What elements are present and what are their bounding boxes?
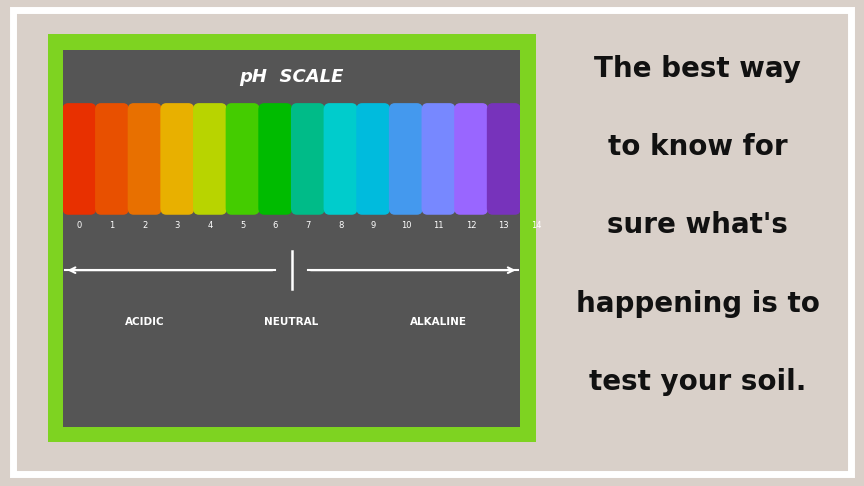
FancyBboxPatch shape xyxy=(193,103,227,215)
FancyBboxPatch shape xyxy=(128,103,162,215)
Text: 8: 8 xyxy=(338,221,343,230)
Text: 14: 14 xyxy=(531,221,542,230)
Text: 9: 9 xyxy=(371,221,376,230)
Text: ACIDIC: ACIDIC xyxy=(125,317,164,328)
Text: 7: 7 xyxy=(305,221,311,230)
Bar xyxy=(48,34,536,442)
FancyBboxPatch shape xyxy=(226,103,259,215)
Text: pH  SCALE: pH SCALE xyxy=(239,69,344,87)
Text: 12: 12 xyxy=(466,221,476,230)
Text: to know for: to know for xyxy=(608,133,787,161)
Text: 10: 10 xyxy=(401,221,411,230)
Text: 5: 5 xyxy=(240,221,245,230)
FancyBboxPatch shape xyxy=(62,103,97,215)
FancyBboxPatch shape xyxy=(324,103,358,215)
FancyBboxPatch shape xyxy=(389,103,422,215)
Text: The best way: The best way xyxy=(594,55,801,83)
Text: 6: 6 xyxy=(272,221,278,230)
FancyBboxPatch shape xyxy=(454,103,488,215)
FancyBboxPatch shape xyxy=(161,103,194,215)
Bar xyxy=(63,50,520,427)
Text: test your soil.: test your soil. xyxy=(589,368,806,396)
FancyBboxPatch shape xyxy=(356,103,391,215)
Text: 11: 11 xyxy=(433,221,444,230)
Text: 13: 13 xyxy=(499,221,509,230)
Text: 2: 2 xyxy=(142,221,148,230)
FancyBboxPatch shape xyxy=(258,103,292,215)
FancyBboxPatch shape xyxy=(422,103,455,215)
Text: NEUTRAL: NEUTRAL xyxy=(264,317,319,328)
Text: 3: 3 xyxy=(175,221,180,230)
Text: happening is to: happening is to xyxy=(575,290,820,317)
Text: ALKALINE: ALKALINE xyxy=(410,317,467,328)
Text: sure what's: sure what's xyxy=(607,211,788,239)
FancyBboxPatch shape xyxy=(291,103,325,215)
Text: 1: 1 xyxy=(110,221,115,230)
Text: 4: 4 xyxy=(207,221,213,230)
Text: 0: 0 xyxy=(77,221,82,230)
FancyBboxPatch shape xyxy=(486,103,521,215)
FancyBboxPatch shape xyxy=(95,103,129,215)
